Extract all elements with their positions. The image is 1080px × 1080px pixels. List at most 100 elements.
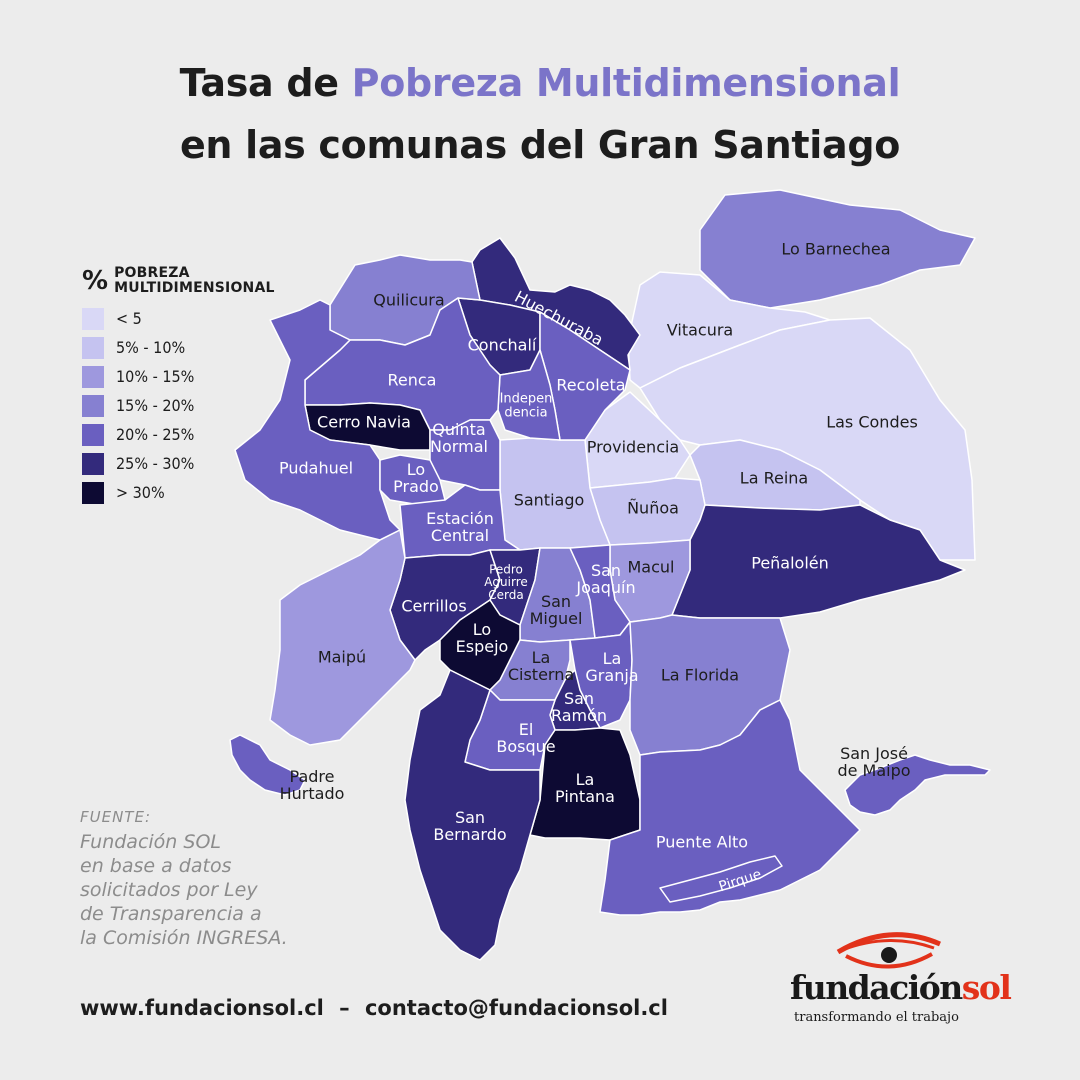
comuna-maipu[interactable] <box>269 529 416 746</box>
comuna-label-macul: Macul <box>628 558 675 577</box>
legend-title-line-1: POBREZA <box>114 265 190 281</box>
title-prefix: Tasa de <box>179 61 339 105</box>
legend-label: 10% - 15% <box>116 367 195 386</box>
comuna-label-san-ramon: Ramón <box>551 706 607 725</box>
legend-swatch <box>82 365 104 388</box>
footer-contact: www.fundacionsol.cl – contacto@fundacion… <box>80 996 668 1020</box>
legend-header: % POBREZA MULTIDIMENSIONAL <box>82 266 275 297</box>
comuna-label-independencia: Indepen <box>500 392 553 407</box>
comuna-label-quilicura: Quilicura <box>373 291 444 310</box>
comuna-label-cerro-navia: Cerro Navia <box>317 413 411 432</box>
comuna-san-bernardo[interactable] <box>404 669 541 961</box>
legend-item: > 30% <box>82 478 275 507</box>
comuna-label-maipu: Maipú <box>318 648 366 667</box>
title-line-1: Tasa de Pobreza Multidimensional <box>0 52 1080 114</box>
comuna-padre-hurtado[interactable] <box>229 734 306 796</box>
comuna-label-pedro-aguirre-cerda: Pedro <box>489 563 523 577</box>
comuna-label-lo-prado: Prado <box>393 477 439 496</box>
comuna-label-lo-espejo: Espejo <box>456 637 509 656</box>
comuna-label-lo-prado: Lo <box>407 460 425 479</box>
comuna-label-san-jose-de-maipo: de Maipo <box>837 761 910 780</box>
source-label: FUENTE: <box>80 808 151 826</box>
comuna-label-la-cisterna: Cisterna <box>508 665 574 684</box>
legend-swatch <box>82 394 104 417</box>
comuna-label-san-miguel: Miguel <box>530 609 583 628</box>
legend-swatch <box>82 307 104 330</box>
legend-swatch <box>82 423 104 446</box>
comuna-label-san-miguel: San <box>541 592 571 611</box>
comuna-label-quinta-normal: Normal <box>430 437 488 456</box>
logo-name-accent: sol <box>961 968 1012 1007</box>
comuna-label-pudahuel: Pudahuel <box>279 459 353 478</box>
comuna-label-san-bernardo: San <box>455 808 485 827</box>
legend-item: 20% - 25% <box>82 420 275 449</box>
comuna-label-penalolen: Peñalolén <box>751 554 829 573</box>
email-link[interactable]: contacto@fundacionsol.cl <box>364 996 668 1020</box>
comuna-puente-alto[interactable] <box>599 699 861 916</box>
comuna-label-pedro-aguirre-cerda: Aguirre <box>484 575 528 589</box>
footer-separator: – <box>339 996 350 1020</box>
comuna-label-lo-barnechea: Lo Barnechea <box>781 240 890 259</box>
legend-swatch <box>82 452 104 475</box>
comuna-label-la-granja: La <box>603 649 622 668</box>
legend-label: < 5 <box>116 309 142 328</box>
comuna-label-la-reina: La Reina <box>740 469 808 488</box>
comuna-label-pedro-aguirre-cerda: Cerda <box>488 588 523 602</box>
legend-label: > 30% <box>116 483 165 502</box>
comuna-label-cerrillos: Cerrillos <box>401 597 466 616</box>
legend-label: 20% - 25% <box>116 425 195 444</box>
comuna-label-el-bosque: Bosque <box>496 737 555 756</box>
legend-percent-symbol: % <box>82 266 109 296</box>
comunas-layer <box>229 189 991 961</box>
comuna-independencia[interactable] <box>497 349 561 441</box>
legend-item: < 5 <box>82 304 275 333</box>
comuna-label-quinta-normal: Quinta <box>432 420 485 439</box>
website-link[interactable]: www.fundacionsol.cl <box>80 996 324 1020</box>
legend-item: 5% - 10% <box>82 333 275 362</box>
logo-wordmark: fundaciónsol <box>790 968 1012 1007</box>
legend-swatch <box>82 336 104 359</box>
comuna-label-renca: Renca <box>388 371 437 390</box>
comuna-label-padre-hurtado: Hurtado <box>280 784 345 803</box>
comuna-label-recoleta: Recoleta <box>556 376 625 395</box>
source-note: FUENTE: Fundación SOL en base a datos so… <box>80 808 288 950</box>
legend-item: 25% - 30% <box>82 449 275 478</box>
title-accent: Pobreza Multidimensional <box>351 61 901 105</box>
comuna-label-el-bosque: El <box>519 720 534 739</box>
comuna-label-san-bernardo: Bernardo <box>433 825 506 844</box>
legend: % POBREZA MULTIDIMENSIONAL < 5 5% - 10% 10… <box>82 266 275 507</box>
title-line-2: en las comunas del Gran Santiago <box>179 123 901 167</box>
source-text: Fundación SOL en base a datos solicitado… <box>80 831 288 949</box>
comuna-label-la-pintana: Pintana <box>555 787 615 806</box>
comuna-label-la-pintana: La <box>576 770 595 789</box>
legend-item: 15% - 20% <box>82 391 275 420</box>
comuna-label-nunoa: Ñuñoa <box>627 499 679 518</box>
logo-tagline: transformando el trabajo <box>794 1010 959 1025</box>
comuna-label-estacion-central: Estación <box>426 509 494 528</box>
legend-classes: < 5 5% - 10% 10% - 15% 15% - 20% 20% - 25% 25… <box>82 304 275 507</box>
comuna-label-santiago: Santiago <box>514 491 585 510</box>
comuna-label-puente-alto: Puente Alto <box>656 833 748 852</box>
comuna-label-lo-espejo: Lo <box>473 620 491 639</box>
comuna-label-independencia: dencia <box>504 405 547 420</box>
comuna-label-vitacura: Vitacura <box>667 321 733 340</box>
comuna-label-la-cisterna: La <box>532 648 551 667</box>
fundacion-sol-logo: fundaciónsol transformando el trabajo <box>790 928 1020 1028</box>
comuna-label-las-condes: Las Condes <box>826 413 918 432</box>
comuna-san-jose-de-maipo[interactable] <box>844 754 991 816</box>
legend-label: 5% - 10% <box>116 338 186 357</box>
comuna-pirque[interactable] <box>659 855 783 903</box>
legend-title: POBREZA MULTIDIMENSIONAL <box>114 266 275 296</box>
logo-name-main: fundación <box>790 968 963 1007</box>
legend-title-line-2: MULTIDIMENSIONAL <box>114 280 275 296</box>
comuna-label-san-jose-de-maipo: San José <box>840 744 908 763</box>
comuna-label-san-joaquin: Joaquín <box>575 578 635 597</box>
comuna-label-la-florida: La Florida <box>661 666 739 685</box>
comuna-label-padre-hurtado: Padre <box>290 767 335 786</box>
eye-icon <box>836 932 941 969</box>
comuna-label-conchali: Conchalí <box>468 336 537 355</box>
map-title: Tasa de Pobreza Multidimensional en las … <box>0 52 1080 176</box>
comuna-labels-layer: Lo Barnechea Vitacura Las Condes Providenci… <box>279 240 918 896</box>
legend-label: 15% - 20% <box>116 396 195 415</box>
